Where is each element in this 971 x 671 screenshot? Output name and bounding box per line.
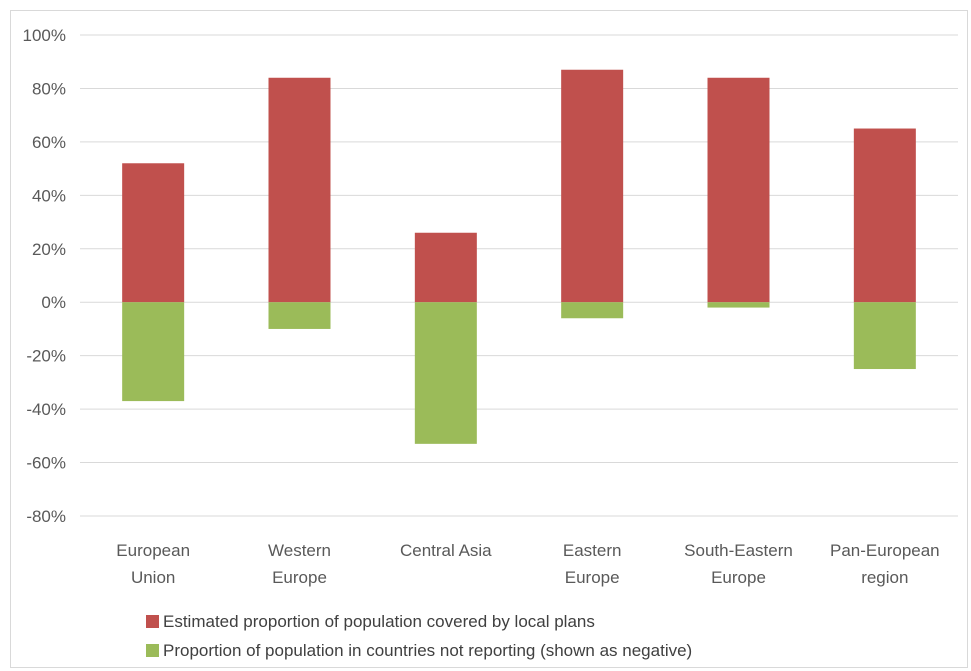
y-tick-label: -60% [26, 454, 66, 473]
x-category-label: Central Asia [400, 541, 492, 560]
bar-not-reporting [707, 302, 770, 308]
x-category-label: Europe [272, 568, 327, 587]
bar-not-reporting [414, 302, 477, 444]
y-tick-label: 0% [41, 293, 66, 312]
bar-not-reporting [853, 302, 916, 370]
x-category-label: Eastern [563, 541, 622, 560]
x-axis-categories: European Union Western Europe Central Asia Ea… [116, 541, 939, 587]
legend: Estimated proportion of population cover… [146, 612, 692, 660]
y-tick-label: -80% [26, 507, 66, 526]
bar-covered [561, 69, 624, 303]
y-tick-label: 100% [23, 26, 66, 45]
x-category-label: Europe [565, 568, 620, 587]
y-tick-label: -20% [26, 347, 66, 366]
y-tick-label: 40% [32, 186, 66, 205]
x-category-label: Union [131, 568, 175, 587]
x-category-label: South-Eastern [684, 541, 793, 560]
bar-covered [707, 77, 770, 303]
bar-not-reporting [122, 302, 185, 402]
legend-swatch [146, 615, 159, 628]
x-category-label: Pan-European [830, 541, 940, 560]
bar-covered [268, 77, 331, 303]
legend-label: Proportion of population in countries no… [163, 641, 692, 660]
bar-covered [414, 232, 477, 303]
y-tick-label: 20% [32, 240, 66, 259]
x-category-label: European [116, 541, 190, 560]
gridlines [80, 34, 958, 517]
legend-label: Estimated proportion of population cover… [163, 612, 595, 631]
y-tick-label: 60% [32, 133, 66, 152]
legend-swatch [146, 644, 159, 657]
y-tick-label: 80% [32, 79, 66, 98]
x-category-label: region [861, 568, 908, 587]
bar-not-reporting [561, 302, 624, 319]
y-tick-label: -40% [26, 400, 66, 419]
bars [122, 69, 916, 444]
bar-covered [122, 163, 185, 303]
y-axis-ticks: 100% 80% 60% 40% 20% 0% -20% -40% -60% -80% [23, 26, 66, 526]
bar-covered [853, 128, 916, 303]
x-category-label: Europe [711, 568, 766, 587]
bar-not-reporting [268, 302, 331, 329]
x-category-label: Western [268, 541, 331, 560]
